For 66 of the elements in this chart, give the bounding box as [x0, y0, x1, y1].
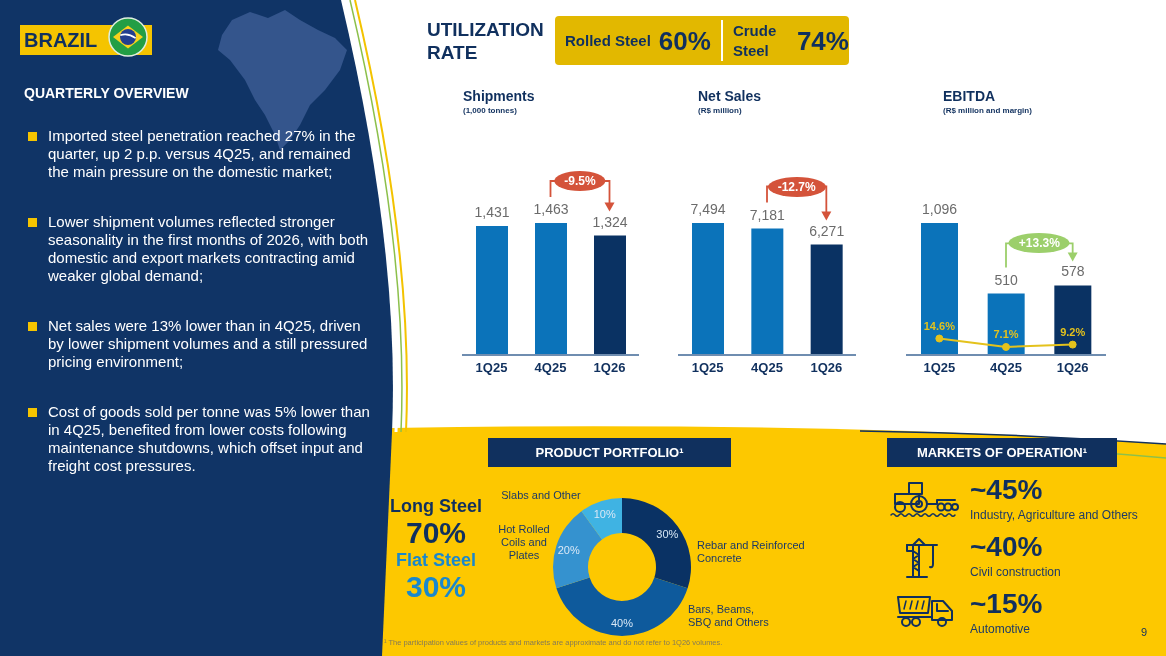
data-label: 9.2% — [1060, 325, 1086, 338]
chart-title: Net Sales — [698, 88, 762, 104]
text: Lower shipment volumes reflected stronger seasonality in the first months of 2026, with both domestic and export markets contracting amid weaker global demand; — [48, 213, 369, 284]
data-label: 10% — [593, 507, 616, 520]
text: ~40% — [970, 531, 1043, 562]
annotation: +13.3% — [1018, 236, 1060, 251]
chart-title: PRODUCT PORTFOLIO¹ — [535, 445, 684, 460]
text: 30% — [405, 570, 467, 603]
data-label: 7,181 — [749, 206, 786, 223]
data-label: 20% — [557, 543, 580, 556]
data-label: 6,271 — [809, 222, 845, 239]
data-label: 510 — [994, 271, 1019, 288]
chart-title: Shipments — [463, 88, 535, 104]
x-tick-label: 1Q25 — [691, 360, 724, 376]
data-label: 1,431 — [474, 203, 510, 220]
chart-subtitle: (R$ million and margin) — [943, 106, 1032, 115]
text: Cost of goods sold per tonne was 5% lower than in 4Q25, benefited from lower costs following maintenance shutdowns, which offset input and freight cost pressures. — [48, 403, 370, 474]
slice-label: Slabs and Other — [501, 489, 582, 501]
data-label: 7.1% — [993, 327, 1019, 340]
data-label: 1,096 — [921, 201, 958, 217]
text: UTILIZATION RATE — [427, 19, 544, 63]
text: ~45% — [970, 474, 1043, 505]
donut-slice — [581, 498, 622, 540]
oval-badge: +13.3% — [1008, 233, 1070, 254]
text: ~15% — [970, 588, 1043, 619]
x-tick-label: 1Q26 — [1056, 360, 1089, 376]
donut-slice — [622, 498, 691, 589]
chart-title: EBITDA — [943, 88, 996, 104]
text: 60% — [658, 25, 711, 56]
x-tick-label: 1Q26 — [810, 360, 843, 376]
oval-badge: -12.7% — [767, 176, 826, 197]
data-label: 1,463 — [533, 201, 569, 217]
text: 9 — [1141, 626, 1148, 638]
data-label: 14.6% — [923, 319, 956, 332]
text: Rolled Steel — [565, 31, 651, 49]
chart-subtitle: (1,000 tonnes) — [463, 106, 517, 115]
text: QUARTERLY OVERVIEW — [24, 85, 189, 101]
slice-label: Hot Rolled Coils and Plates — [498, 523, 550, 561]
text: 74% — [796, 25, 849, 56]
slice-label: Rebar and Reinforced Concrete — [697, 538, 805, 564]
x-tick-label: 4Q25 — [534, 360, 567, 376]
text: Long Steel — [389, 496, 482, 516]
text: Automotive — [970, 622, 1031, 636]
data-label: 578 — [1061, 263, 1085, 280]
data-label: 30% — [656, 528, 679, 541]
data-label: 7,494 — [690, 201, 726, 217]
data-label: 40% — [610, 617, 634, 629]
chart-subtitle: (R$ million) — [698, 106, 742, 115]
oval-badge: -9.5% — [554, 171, 606, 191]
x-tick-label: 1Q25 — [475, 360, 508, 376]
text: Crude Steel — [732, 21, 777, 59]
text: MARKETS OF OPERATION¹ — [916, 445, 1088, 460]
x-tick-label: 1Q25 — [923, 360, 956, 376]
text: 70% — [405, 516, 467, 549]
text: Industry, Agriculture and Others — [970, 508, 1138, 522]
x-tick-label: 4Q25 — [990, 360, 1022, 376]
data-label: 1,324 — [592, 213, 628, 230]
text: BRAZIL — [24, 29, 98, 51]
text: Civil construction — [970, 565, 1061, 579]
x-tick-label: 1Q26 — [593, 360, 626, 376]
x-tick-label: 4Q25 — [751, 360, 783, 376]
text: Imported steel penetration reached 27% in the quarter, up 2 p.p. versus 4Q25, and remained the main pressure on the domestic market; — [48, 127, 356, 180]
slice-label: Bars, Beams, SBQ and Others — [688, 602, 770, 628]
donut-slice — [556, 577, 688, 636]
text: Flat Steel — [395, 550, 477, 570]
text: Net sales were 13% lower than in 4Q25, driven by lower shipment volumes and a still pressured pricing environment; — [48, 317, 368, 370]
